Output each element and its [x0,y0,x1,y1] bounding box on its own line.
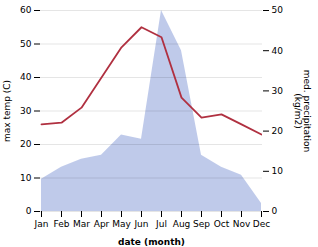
svg-text:40: 40 [272,46,284,56]
svg-text:Sep: Sep [193,219,210,229]
svg-text:Oct: Oct [214,219,230,229]
svg-text:30: 30 [272,86,284,96]
svg-text:Jan: Jan [34,219,49,229]
svg-text:Jul: Jul [155,219,167,229]
svg-text:10: 10 [20,173,32,183]
svg-text:0: 0 [272,206,278,216]
svg-text:med. precipitation(kg/m2): med. precipitation(kg/m2) [293,70,312,152]
svg-text:60: 60 [20,5,32,15]
svg-text:May: May [112,219,131,229]
svg-text:Aug: Aug [173,219,191,229]
svg-text:date (month): date (month) [118,237,185,247]
svg-text:Nov: Nov [233,219,251,229]
svg-text:Dec: Dec [253,219,270,229]
svg-text:Feb: Feb [54,219,70,229]
svg-text:20: 20 [272,126,284,136]
svg-text:40: 40 [20,72,32,82]
svg-text:Jun: Jun [133,219,148,229]
svg-text:50: 50 [20,39,32,49]
svg-text:0: 0 [26,206,32,216]
svg-text:Apr: Apr [94,219,110,229]
svg-text:Mar: Mar [73,219,90,229]
svg-text:20: 20 [20,139,32,149]
svg-text:10: 10 [272,166,284,176]
svg-text:max temp (C): max temp (C) [2,80,12,142]
svg-text:30: 30 [20,106,32,116]
svg-text:50: 50 [272,5,284,15]
